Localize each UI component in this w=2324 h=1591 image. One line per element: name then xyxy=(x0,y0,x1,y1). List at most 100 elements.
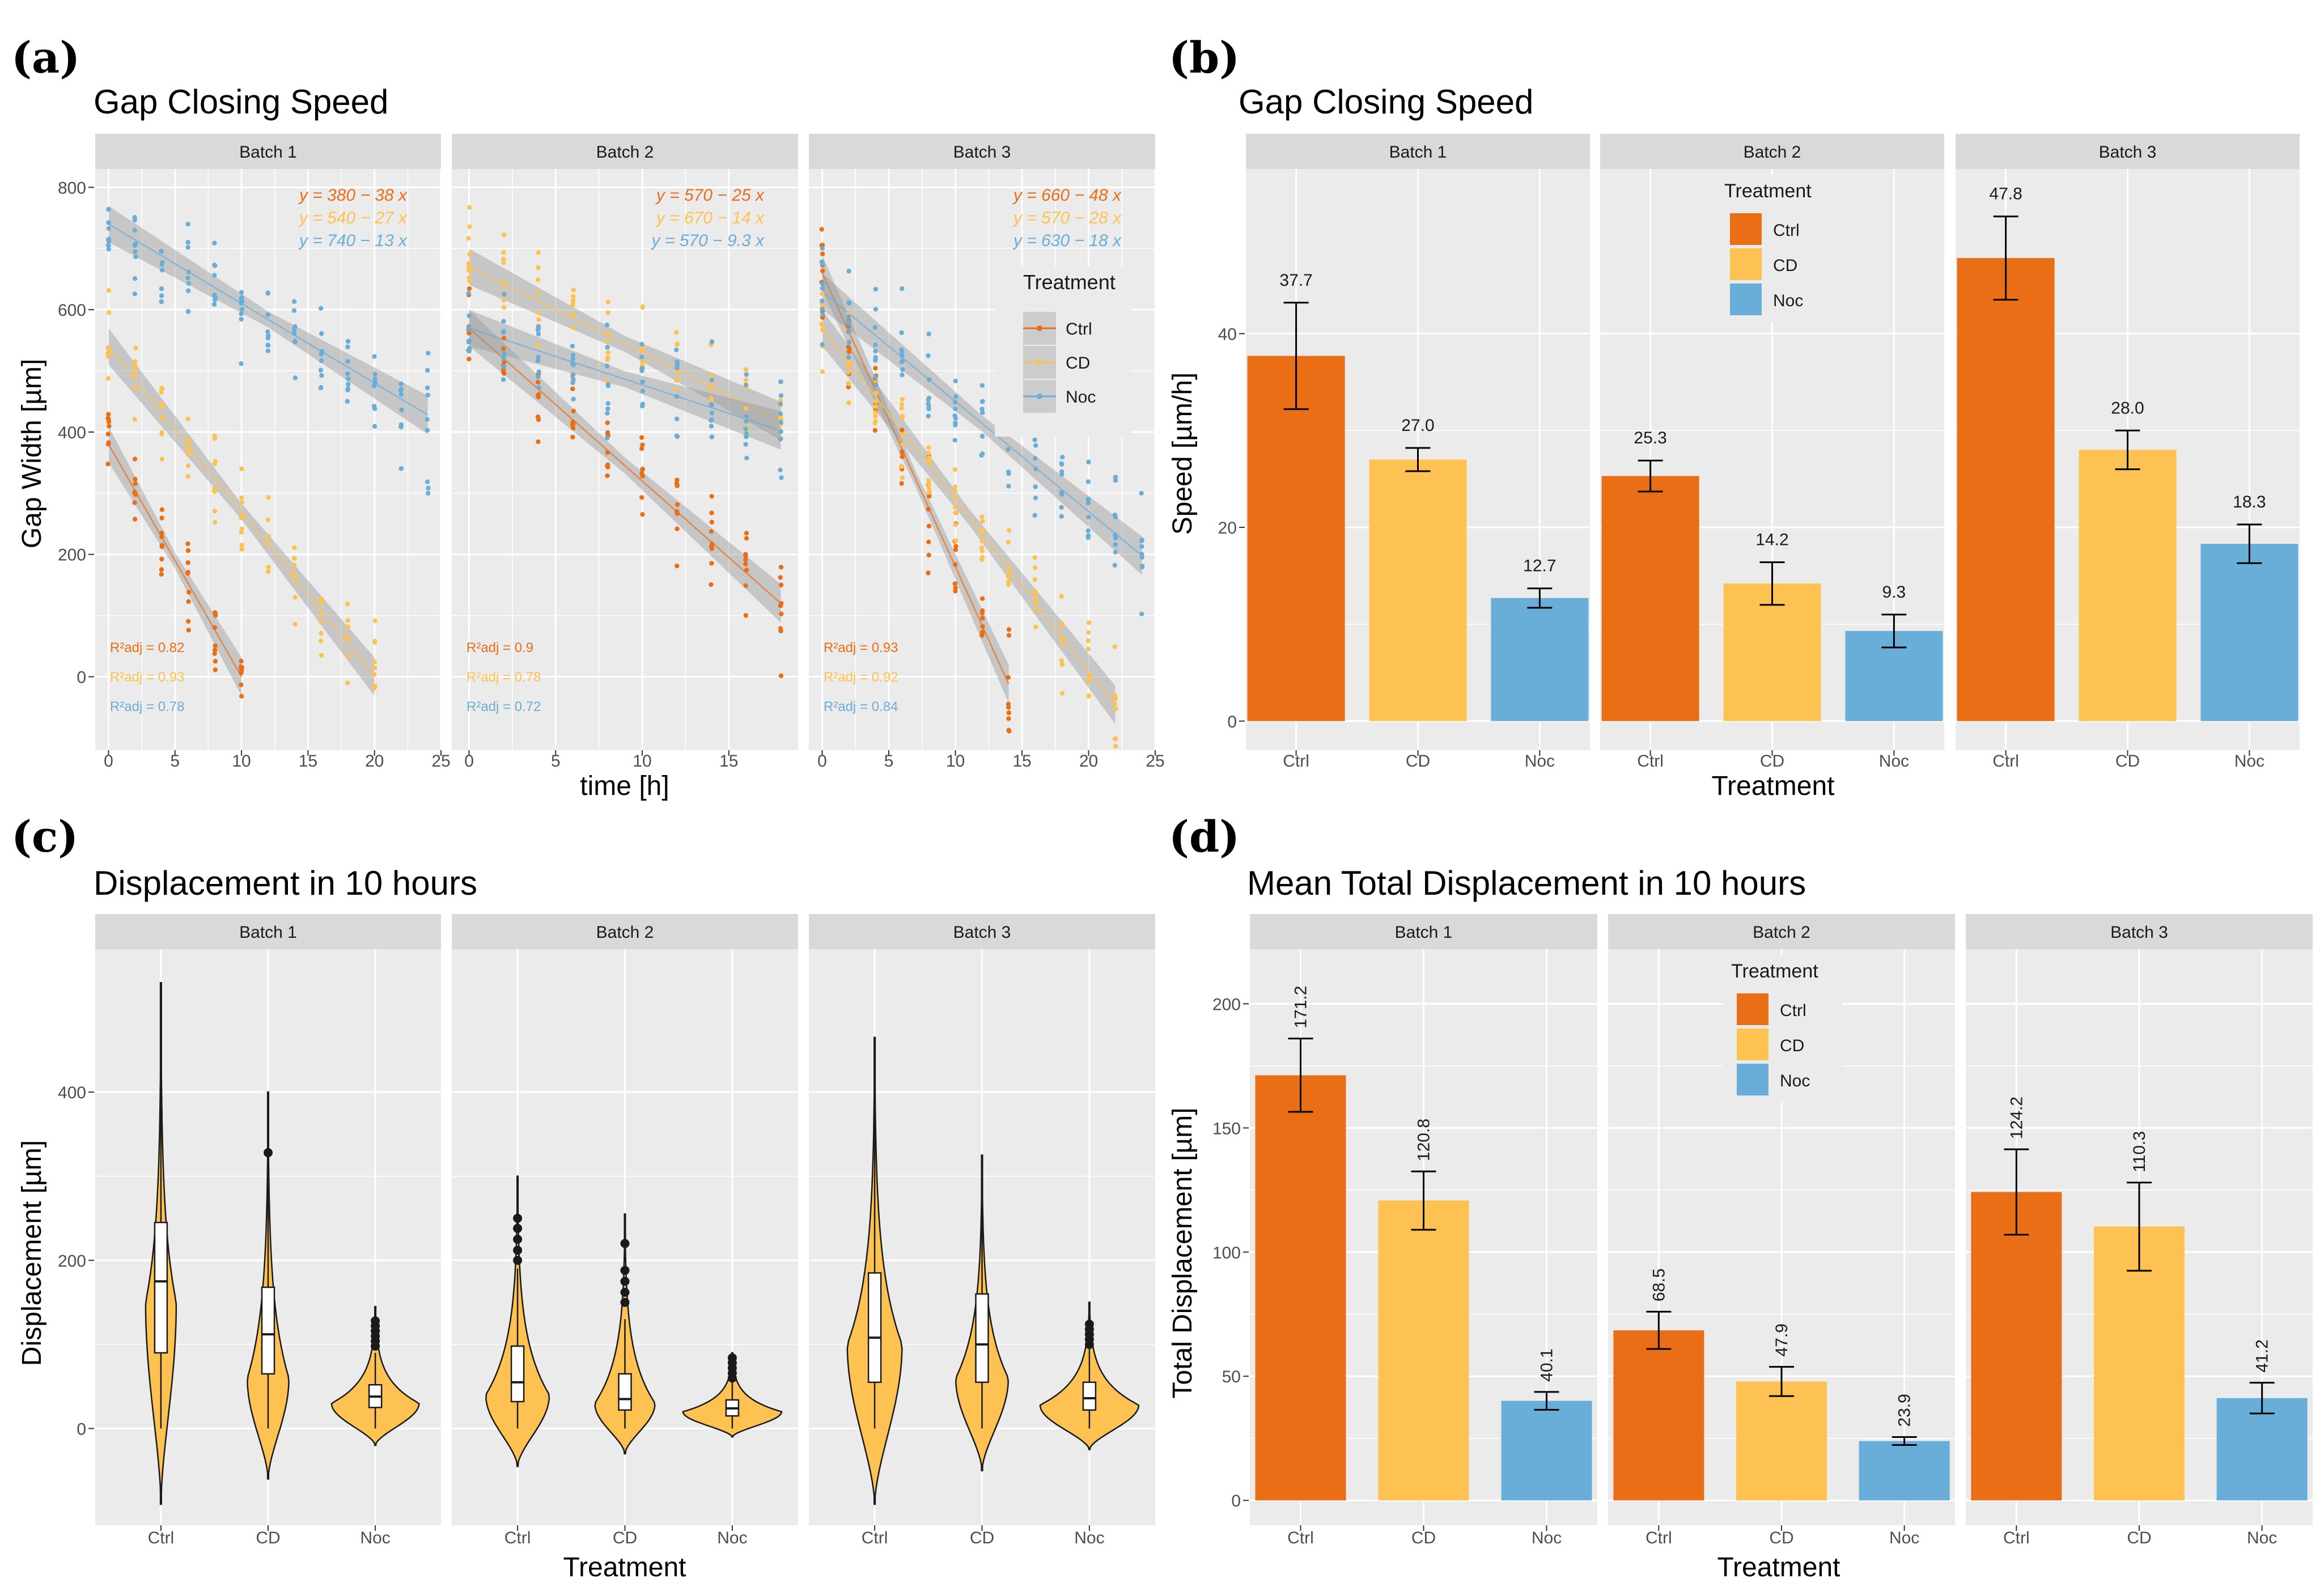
chart-c-outlier-1-CD-3 xyxy=(620,1266,630,1275)
chart-d-xtick-label-2-0: Ctrl xyxy=(2003,1529,2030,1547)
chart-a-point-0-CD-7-6 xyxy=(291,556,297,561)
chart-a-point-2-Noc-6-1 xyxy=(980,410,985,415)
chart-a-point-0-Ctrl-2-8 xyxy=(159,534,164,540)
chart-a-point-1-Noc-0-3 xyxy=(467,313,472,319)
chart-a-point-0-Ctrl-3-1 xyxy=(185,548,191,553)
chart-b-strip-2 xyxy=(1600,134,1944,169)
chart-c-xtick-label-1-1: CD xyxy=(613,1529,637,1547)
chart-a-point-0-CD-8-7 xyxy=(318,638,324,644)
chart-a-point-1-CD-3-5 xyxy=(571,294,576,299)
chart-a-point-0-CD-8-2 xyxy=(318,610,324,615)
chart-c-outlier-1-CD-2 xyxy=(620,1276,630,1286)
chart-a-point-0-Ctrl-4-5 xyxy=(212,625,218,630)
chart-b-bar-0-Ctrl xyxy=(1247,356,1345,721)
chart-a-point-2-Noc-10-1 xyxy=(1085,535,1091,540)
chart-a-point-2-CD-4-7 xyxy=(926,478,931,483)
chart-a-point-2-Ctrl-4-4 xyxy=(926,570,931,576)
chart-a-point-0-Noc-1-8 xyxy=(132,276,138,281)
chart-d-strip-3 xyxy=(1966,914,2313,949)
chart-a-point-2-CD-10-0 xyxy=(1085,646,1091,651)
chart-b-legend-key-Ctrl xyxy=(1730,213,1762,245)
chart-a-point-1-Noc-1-7 xyxy=(501,319,506,324)
chart-c-outlier-1-Ctrl-1 xyxy=(513,1245,523,1255)
chart-a-point-0-Noc-4-3 xyxy=(211,302,217,307)
chart-a-point-0-CD-3-4 xyxy=(185,416,191,422)
chart-a-point-2-Noc-9-6 xyxy=(1060,455,1065,460)
chart-a-point-0-CD-10-3 xyxy=(372,672,377,677)
chart-a-equation-0-Noc: y = 740 − 13 x xyxy=(298,231,408,250)
chart-a-point-2-Ctrl-5-3 xyxy=(953,544,959,549)
chart-a-point-1-Noc-4-4 xyxy=(604,322,610,328)
chart-d-value-label-0-Noc: 40.1 xyxy=(1538,1348,1557,1381)
chart-a-point-2-Noc-2-4 xyxy=(873,349,878,354)
chart-a-point-2-Noc-11-3 xyxy=(1113,514,1118,520)
chart-a-point-2-Noc-5-8 xyxy=(953,422,958,428)
chart-a-point-2-CD-1-3 xyxy=(846,359,851,365)
chart-a-point-0-CD-5-4 xyxy=(239,547,245,552)
chart-a-point-2-Noc-11-5 xyxy=(1112,562,1117,568)
chart-a-point-2-Ctrl-4-0 xyxy=(926,539,931,545)
chart-a-equation-1-Noc: y = 570 − 9.3 x xyxy=(651,231,765,250)
chart-a-point-1-Noc-5-8 xyxy=(640,379,645,384)
chart-a-panel-bg-2 xyxy=(452,169,798,750)
chart-d-value-label-2-Ctrl: 124.2 xyxy=(2007,1097,2026,1139)
chart-a-point-2-Noc-2-6 xyxy=(873,374,878,379)
chart-a-point-0-Ctrl-3-3 xyxy=(185,619,191,624)
chart-b-xtick-label-1-0: Ctrl xyxy=(1637,752,1664,771)
chart-a-point-1-Noc-7-0 xyxy=(709,424,714,429)
chart-a-point-2-Noc-8-4 xyxy=(1033,467,1038,472)
chart-c-outlier-0-CD-0 xyxy=(264,1148,273,1157)
chart-a-point-0-Ctrl-4-6 xyxy=(212,651,217,656)
chart-a-point-2-Noc-3-2 xyxy=(900,373,905,378)
chart-c-ytick-label-0: 0 xyxy=(77,1420,86,1438)
chart-a-point-2-Ctrl-6-1 xyxy=(980,624,985,629)
chart-a-point-2-Noc-2-1 xyxy=(873,382,879,387)
chart-a-point-2-CD-10-1 xyxy=(1085,638,1091,644)
chart-a-point-1-CD-1-5 xyxy=(501,281,506,286)
chart-a-point-2-CD-0-1 xyxy=(820,291,825,297)
chart-a-point-2-Noc-6-8 xyxy=(979,433,985,439)
chart-a-point-1-Noc-7-4 xyxy=(709,403,714,408)
chart-a-point-0-Noc-6-3 xyxy=(265,312,270,318)
chart-a-point-2-Ctrl-6-7 xyxy=(979,611,985,616)
chart-a-point-2-Ctrl-0-5 xyxy=(819,227,824,232)
chart-a-point-0-Ctrl-0-4 xyxy=(106,412,111,417)
chart-b-xtick-label-2-1: CD xyxy=(2115,752,2140,771)
chart-a-point-1-CD-9-8 xyxy=(778,415,783,420)
chart-a-point-2-CD-6-4 xyxy=(980,519,985,524)
chart-a-point-1-CD-0-1 xyxy=(467,205,472,210)
chart-a-point-2-Noc-1-1 xyxy=(846,269,851,274)
chart-c-box-2-Noc xyxy=(1082,1381,1097,1411)
chart-a-point-2-Noc-10-8 xyxy=(1086,459,1091,465)
chart-a-point-1-Ctrl-8-5 xyxy=(744,536,749,541)
chart-a-point-0-Noc-9-1 xyxy=(345,399,350,404)
chart-a-point-2-CD-2-7 xyxy=(873,410,878,415)
chart-a-point-1-CD-2-2 xyxy=(536,317,541,322)
chart-b-legend-title: Treatment xyxy=(1724,180,1812,202)
chart-a-point-0-Ctrl-0-3 xyxy=(106,440,111,445)
chart-b-strip-1 xyxy=(1246,134,1590,169)
chart-a-point-2-Noc-1-2 xyxy=(846,319,851,324)
chart-a-point-0-CD-0-7 xyxy=(106,287,112,293)
chart-a-point-2-CD-10-7 xyxy=(1086,693,1092,699)
chart-a-point-0-Noc-9-7 xyxy=(345,338,351,344)
chart-a-point-0-CD-8-6 xyxy=(319,599,324,604)
chart-a-point-1-Noc-1-2 xyxy=(501,364,506,369)
chart-a-equation-2-Noc: y = 630 − 18 x xyxy=(1012,231,1122,250)
chart-a-point-1-CD-4-6 xyxy=(604,378,610,383)
chart-a-xtick-label-1-0: 0 xyxy=(464,752,474,771)
chart-a-point-1-Noc-2-8 xyxy=(536,385,541,390)
chart-a-point-2-CD-7-8 xyxy=(1006,571,1011,577)
chart-a-point-1-Ctrl-3-0 xyxy=(570,386,575,391)
chart-a-r2-0-Ctrl: R²adj = 0.82 xyxy=(110,640,184,655)
chart-a-point-0-Noc-7-7 xyxy=(292,324,298,329)
chart-a-point-2-Noc-9-8 xyxy=(1059,514,1064,519)
chart-a-xtick-label-2-2: 10 xyxy=(946,752,965,771)
chart-a-point-2-CD-3-1 xyxy=(900,441,905,447)
chart-a-point-2-Noc-10-7 xyxy=(1085,479,1091,484)
chart-b-legend-label-CD: CD xyxy=(1773,256,1797,275)
chart-a-point-2-Noc-3-0 xyxy=(900,367,905,373)
chart-a-point-0-Ctrl-1-8 xyxy=(132,490,138,496)
chart-a-point-2-Noc-5-0 xyxy=(953,394,959,399)
chart-a-point-0-Ctrl-1-3 xyxy=(132,456,138,462)
